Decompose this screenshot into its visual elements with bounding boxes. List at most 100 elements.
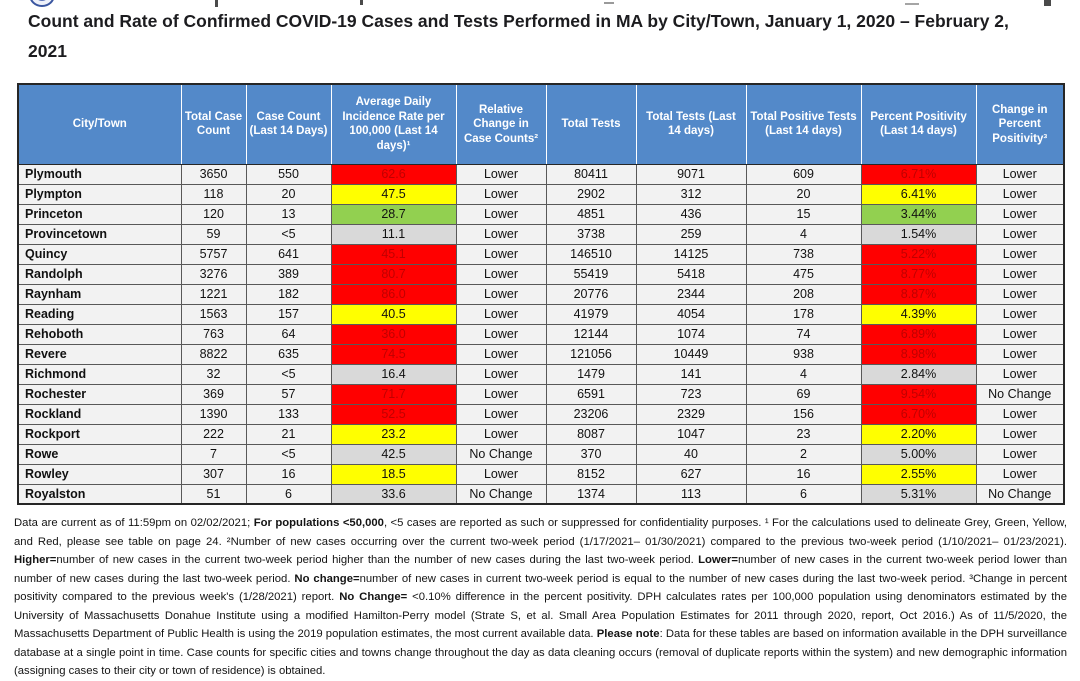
cell-percent-positivity: 5.22% [860,243,977,265]
cell-cases-14d: 389 [245,263,332,285]
footnote-text: number of new cases in the current two-w… [56,554,699,566]
cell-positivity-change: No Change [975,383,1065,405]
cell-case-count-change: Lower [455,423,547,445]
cell-total-tests: 41979 [545,303,637,325]
cell-total-tests: 121056 [545,343,637,365]
cell-percent-positivity: 5.31% [860,483,977,505]
col-header-total-positive-tests-14d: Total Positive Tests (Last 14 days) [745,83,862,165]
cell-total-cases: 369 [180,383,247,405]
footnote-bold-term: Please note [596,628,660,640]
cell-case-count-change: Lower [455,283,547,305]
cell-incidence-rate: 42.5 [330,443,457,465]
cell-percent-positivity: 3.44% [860,203,977,225]
cell-positivity-change: Lower [975,223,1065,245]
cell-case-count-change: Lower [455,263,547,285]
cell-cases-14d: <5 [245,223,332,245]
cell-incidence-rate: 62.6 [330,163,457,185]
cell-total-tests: 8152 [545,463,637,485]
cell-incidence-rate: 33.6 [330,483,457,505]
cell-positive-tests-14d: 475 [745,263,862,285]
footnote-text: , <5 cases are reported as such or suppr… [14,517,1067,548]
cell-positive-tests-14d: 156 [745,403,862,425]
cell-total-cases: 1221 [180,283,247,305]
cell-positivity-change: Lower [975,423,1065,445]
cell-case-count-change: Lower [455,183,547,205]
clipped-text-remnant [604,2,614,4]
cell-positive-tests-14d: 4 [745,223,862,245]
col-header-case-count-14d: Case Count (Last 14 Days) [245,83,332,165]
cell-cases-14d: 64 [245,323,332,345]
cell-positivity-change: Lower [975,243,1065,265]
table-row: Provincetown 59 <5 11.1 Lower 3738 259 4 1.54% Lo… [17,223,1065,245]
cell-tests-14d: 627 [635,463,747,485]
cell-incidence-rate: 18.5 [330,463,457,485]
cell-positivity-change: Lower [975,283,1065,305]
cell-positivity-change: Lower [975,203,1065,225]
cell-total-tests: 4851 [545,203,637,225]
cell-case-count-change: Lower [455,223,547,245]
cell-positivity-change: No Change [975,483,1065,505]
cell-total-tests: 20776 [545,283,637,305]
cell-incidence-rate: 28.7 [330,203,457,225]
footnotes: Data are current as of 11:59pm on 02/02/… [14,514,1067,681]
table-row: Quincy 5757 641 45.1 Lower 146510 14125 738 5.22… [17,243,1065,265]
cell-tests-14d: 436 [635,203,747,225]
cell-cases-14d: 641 [245,243,332,265]
cell-total-tests: 370 [545,443,637,465]
footnote-text: number of new cases in current two-week … [14,572,1067,604]
cell-total-tests: 23206 [545,403,637,425]
clipped-text-remnant [1044,0,1051,6]
cell-positivity-change: Lower [975,263,1065,285]
cell-case-count-change: Lower [455,243,547,265]
cell-total-cases: 118 [180,183,247,205]
cell-tests-14d: 723 [635,383,747,405]
cell-incidence-rate: 80.7 [330,263,457,285]
cell-town: Royalston [17,483,182,505]
cell-cases-14d: 57 [245,383,332,405]
cell-town: Rowe [17,443,182,465]
col-header-avg-daily-incidence: Average Daily Incidence Rate per 100,000… [330,83,457,165]
cell-incidence-rate: 52.5 [330,403,457,425]
cell-cases-14d: 16 [245,463,332,485]
cell-town: Rowley [17,463,182,485]
table-header: City/Town Total Case Count Case Count (L… [17,83,1065,165]
cell-total-tests: 55419 [545,263,637,285]
cell-incidence-rate: 23.2 [330,423,457,445]
cell-total-tests: 3738 [545,223,637,245]
cell-cases-14d: <5 [245,443,332,465]
cell-percent-positivity: 2.20% [860,423,977,445]
footnote-text: : Data for these tables are based on inf… [14,628,1067,677]
table-row: Princeton 120 13 28.7 Lower 4851 436 15 3.44% Low… [17,203,1065,225]
cell-case-count-change: Lower [455,163,547,185]
cell-tests-14d: 4054 [635,303,747,325]
table-row: Rochester 369 57 71.7 Lower 6591 723 69 9.54% No … [17,383,1065,405]
table-row: Randolph 3276 389 80.7 Lower 55419 5418 475 8.77… [17,263,1065,285]
cell-total-tests: 1479 [545,363,637,385]
cell-positivity-change: Lower [975,163,1065,185]
cell-incidence-rate: 16.4 [330,363,457,385]
cell-case-count-change: Lower [455,463,547,485]
cell-positive-tests-14d: 609 [745,163,862,185]
cell-town: Quincy [17,243,182,265]
covid-data-table-container: City/Town Total Case Count Case Count (L… [17,83,1065,505]
cell-total-cases: 222 [180,423,247,445]
cell-tests-14d: 2344 [635,283,747,305]
cell-positive-tests-14d: 2 [745,443,862,465]
cell-cases-14d: 21 [245,423,332,445]
cell-town: Raynham [17,283,182,305]
footnote-text: Data are current as of 11:59pm on 02/02/… [14,517,254,529]
cell-case-count-change: Lower [455,403,547,425]
cell-positivity-change: Lower [975,443,1065,465]
col-header-total-tests: Total Tests [545,83,637,165]
cell-cases-14d: 182 [245,283,332,305]
cell-town: Rehoboth [17,323,182,345]
cell-total-cases: 8822 [180,343,247,365]
footnote-bold-term: No Change= [339,591,408,603]
cell-positivity-change: Lower [975,303,1065,325]
table-row: Rehoboth 763 64 36.0 Lower 12144 1074 74 6.89% Lo… [17,323,1065,345]
cell-cases-14d: 550 [245,163,332,185]
cell-tests-14d: 9071 [635,163,747,185]
cell-town: Rochester [17,383,182,405]
table-row: Plympton 118 20 47.5 Lower 2902 312 20 6.41% Lowe… [17,183,1065,205]
table-row: Rockport 222 21 23.2 Lower 8087 1047 23 2.20% Low… [17,423,1065,445]
